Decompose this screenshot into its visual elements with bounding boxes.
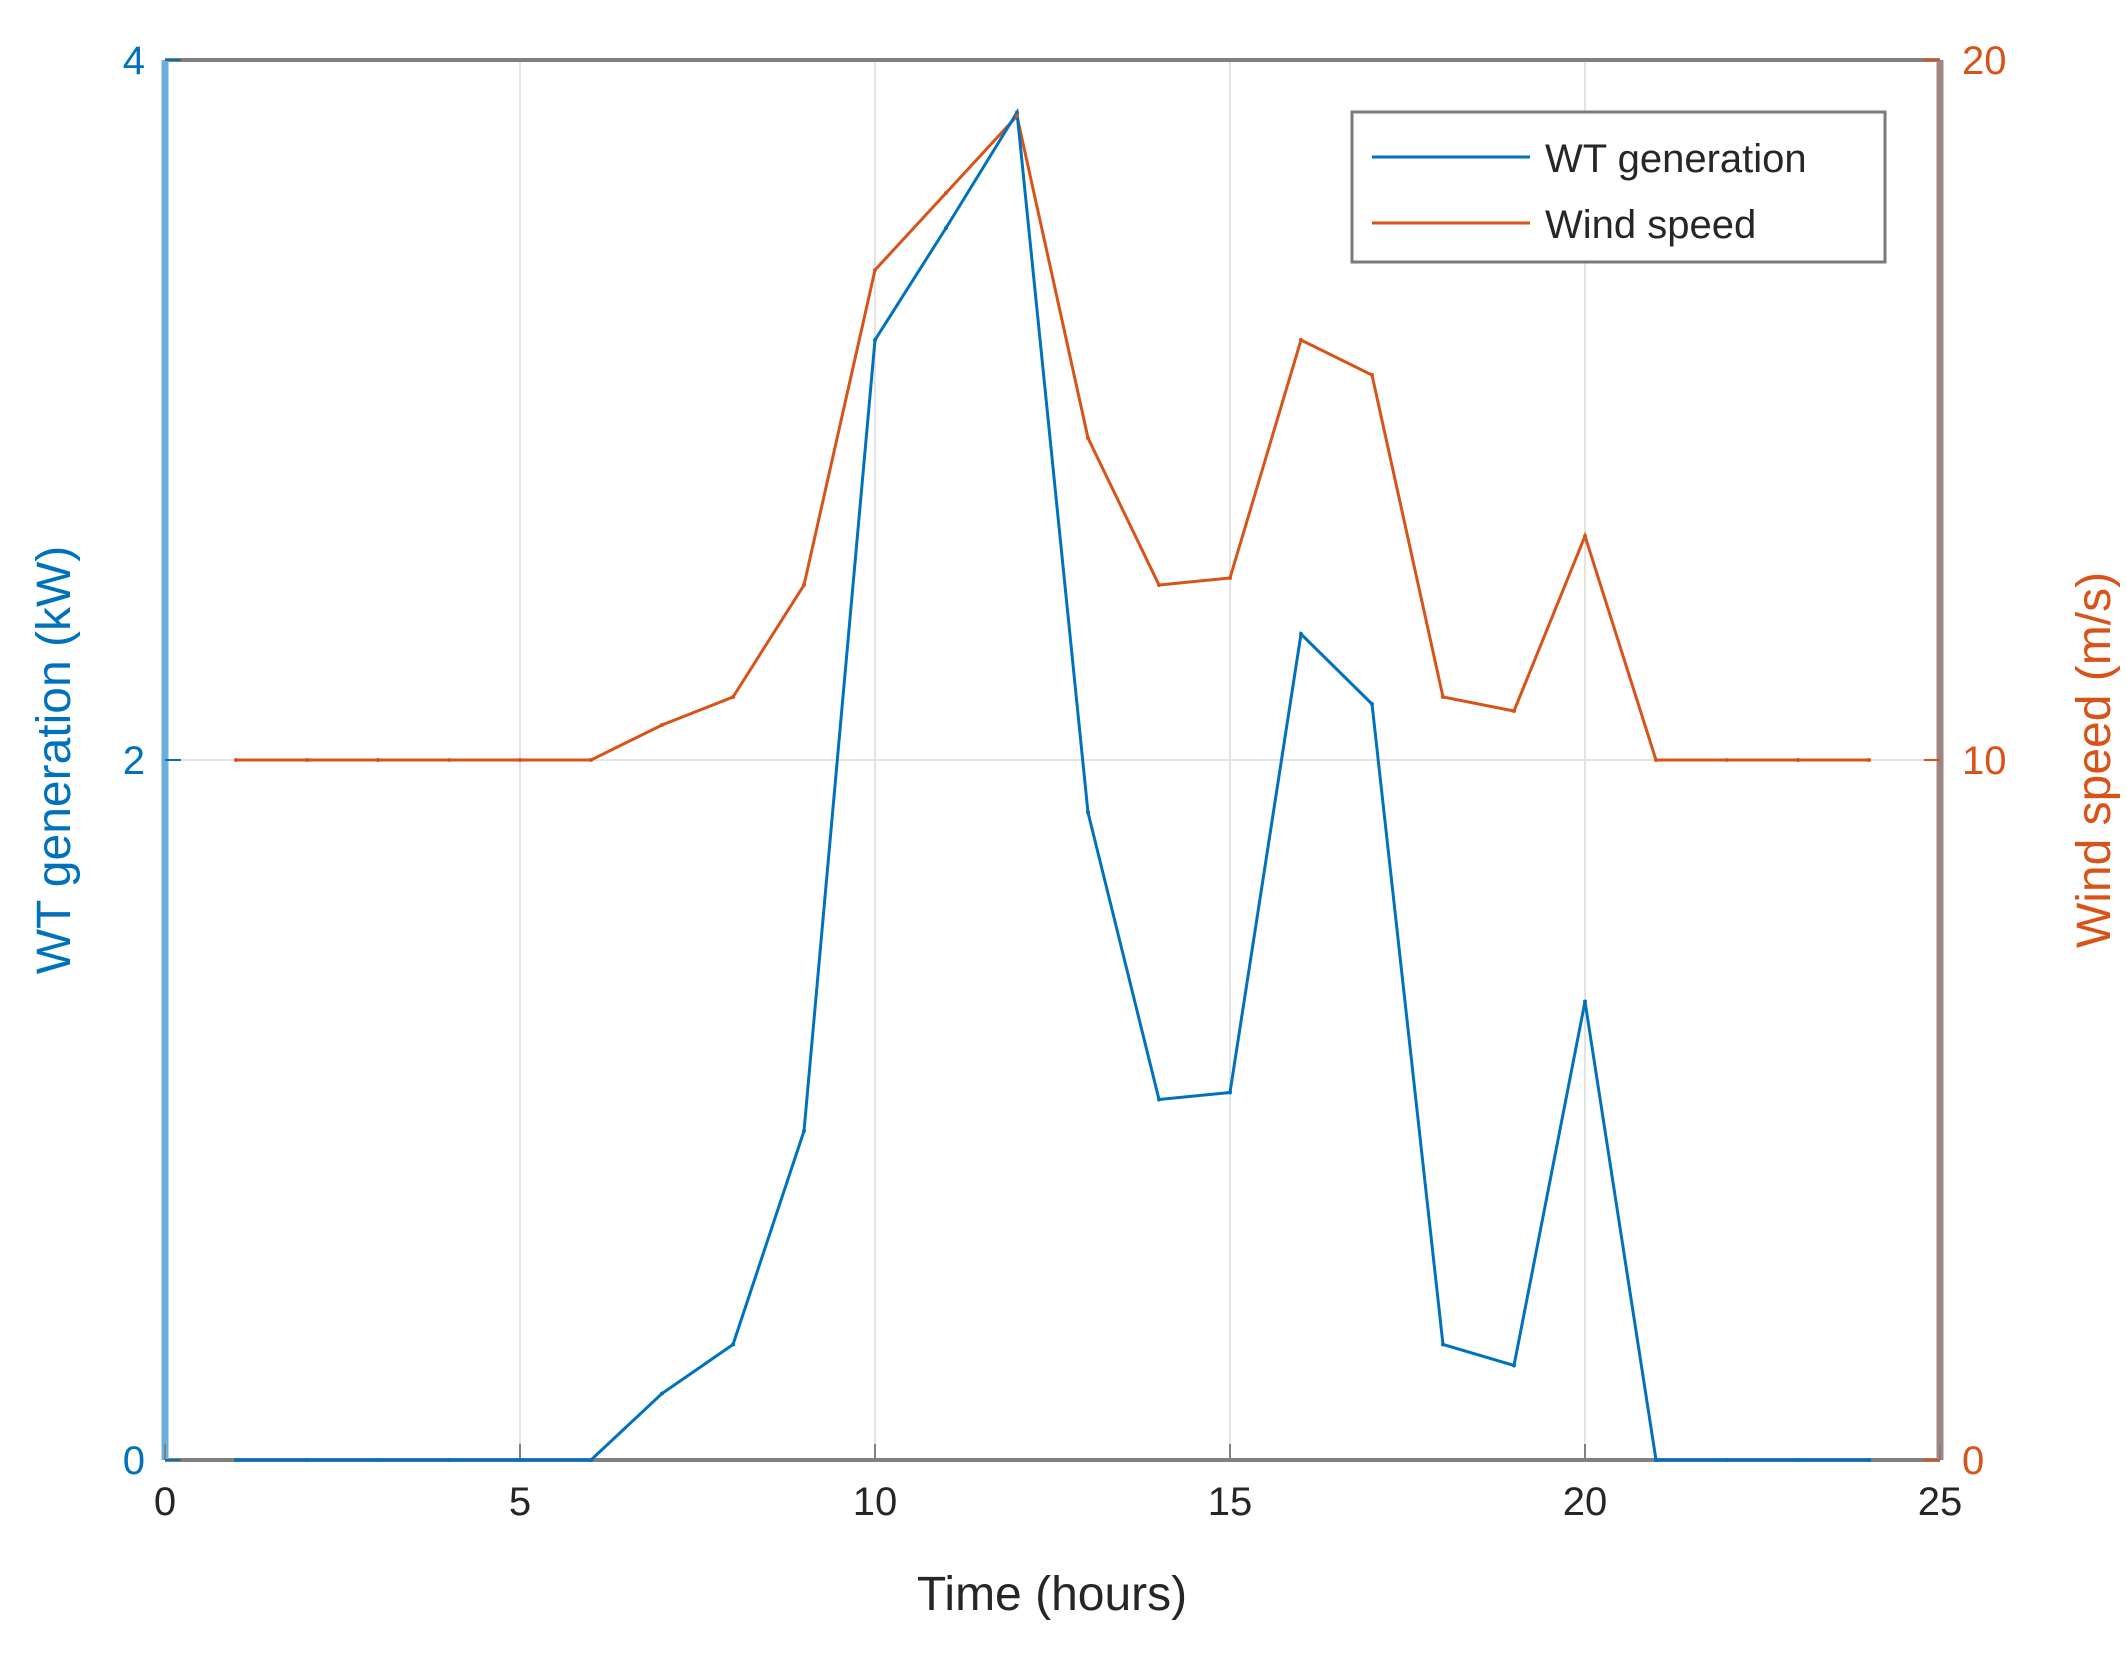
series-line-wt-generation xyxy=(236,107,1869,1462)
wind-speed-point xyxy=(1370,373,1374,377)
legend-label-wind-speed: Wind speed xyxy=(1545,203,1756,247)
legend-label-wt-generation: WT generation xyxy=(1545,137,1807,181)
x-axis-label: Time (hours) xyxy=(917,1568,1187,1621)
wind-speed-point xyxy=(376,758,380,762)
x-tick-label: 20 xyxy=(1563,1480,1608,1524)
y-right-tick-label: 0 xyxy=(1962,1439,1984,1483)
wind-speed-point xyxy=(1441,695,1445,699)
wind-speed-point xyxy=(447,758,451,762)
wind-speed-point xyxy=(589,758,593,762)
wt-generation-point xyxy=(1086,810,1090,815)
wind-speed-point xyxy=(1654,758,1658,762)
wt-generation-point xyxy=(305,1458,309,1462)
wt-generation-point xyxy=(447,1458,451,1462)
wind-speed-point xyxy=(731,695,735,699)
grid-lines xyxy=(165,60,1940,1460)
wt-generation-point xyxy=(1015,110,1019,115)
y-axis-label-right: Wind speed (m/s) xyxy=(2068,572,2121,948)
y-right-tick-label: 20 xyxy=(1962,39,2007,83)
wt-generation-point xyxy=(1725,1458,1729,1462)
y-right-tick-label: 10 xyxy=(1962,739,2007,783)
tick-marks xyxy=(164,59,1941,1461)
wind-speed-point xyxy=(1867,758,1871,762)
legend: WT generation Wind speed xyxy=(1350,110,1887,264)
wind-speed-point xyxy=(1583,534,1587,538)
wt-generation-point xyxy=(873,338,877,342)
wt-generation-point xyxy=(1370,702,1374,706)
wt-generation-point xyxy=(589,1458,593,1462)
wind-speed-point xyxy=(660,723,664,727)
wt-generation-point xyxy=(660,1391,664,1396)
wind-speed-point xyxy=(944,191,948,195)
x-tick-label: 5 xyxy=(509,1480,531,1524)
x-tick-label: 0 xyxy=(154,1480,176,1524)
y-left-tick-label: 0 xyxy=(123,1439,145,1483)
wind-speed-point xyxy=(1796,758,1800,762)
wt-generation-point xyxy=(1512,1363,1516,1368)
wind-speed-point xyxy=(518,758,522,762)
series-line-wind-speed xyxy=(236,112,1869,762)
wind-speed-point xyxy=(234,758,238,762)
wind-speed-point xyxy=(1015,114,1019,118)
wt-generation-point xyxy=(1441,1342,1445,1347)
series-points xyxy=(234,110,1871,1462)
wt-generation-point xyxy=(1228,1090,1232,1095)
x-tick-label: 10 xyxy=(853,1480,898,1524)
wt-generation-point xyxy=(234,1458,238,1462)
wt-generation-point xyxy=(944,226,948,230)
wt-generation-point xyxy=(1583,999,1587,1004)
y-left-tick-label: 2 xyxy=(123,739,145,783)
wt-generation-point xyxy=(1867,1458,1871,1462)
wt-generation-point xyxy=(1654,1458,1658,1462)
x-tick-label: 25 xyxy=(1918,1480,1963,1524)
wind-speed-point xyxy=(1086,436,1090,440)
wt-generation-point xyxy=(1157,1097,1161,1102)
wind-speed-point xyxy=(873,268,877,272)
wt-generation-point xyxy=(1299,632,1303,636)
wind-speed-point xyxy=(1725,758,1729,762)
wind-speed-point xyxy=(1299,338,1303,342)
y-axis-label-left: WT generation (kW) xyxy=(28,546,81,975)
wt-generation-point xyxy=(802,1129,806,1133)
wind-speed-point xyxy=(305,758,309,762)
wt-generation-point xyxy=(376,1458,380,1462)
y-left-tick-label: 4 xyxy=(123,39,145,83)
wind-speed-point xyxy=(802,583,806,587)
x-tick-label: 15 xyxy=(1208,1480,1253,1524)
wt-generation-point xyxy=(1796,1458,1800,1462)
wt-generation-point xyxy=(731,1342,735,1347)
wind-speed-point xyxy=(1228,576,1232,580)
wind-speed-point xyxy=(1512,709,1516,713)
legend-box xyxy=(1350,110,1887,264)
wt-generation-point xyxy=(518,1458,522,1462)
wind-speed-point xyxy=(1157,583,1161,587)
